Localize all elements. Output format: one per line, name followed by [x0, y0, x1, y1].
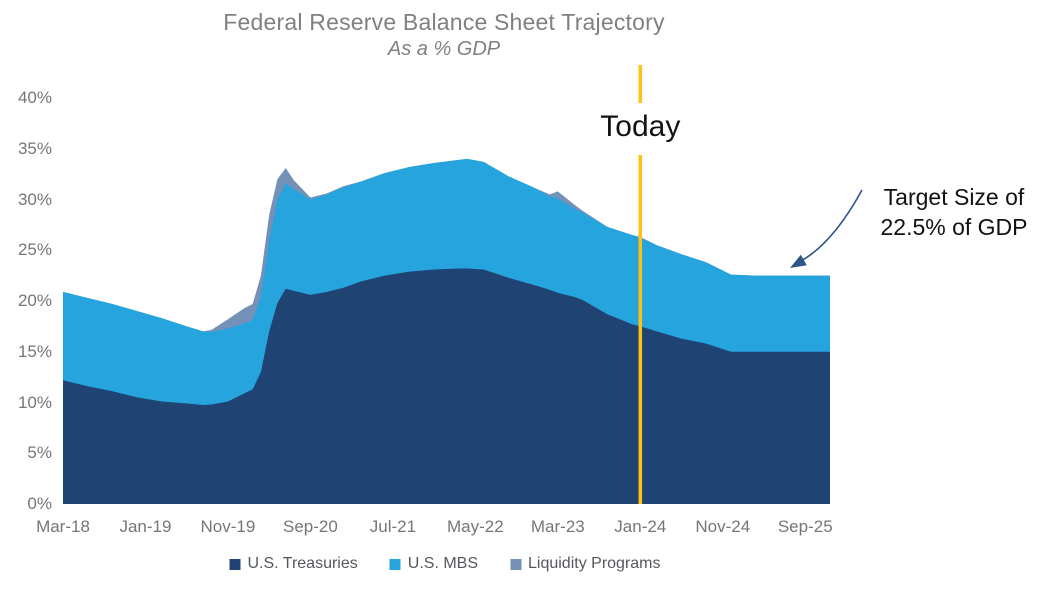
y-axis-label-30: 30% [17, 189, 52, 209]
target-arrow-head-icon [790, 254, 807, 268]
chart-title: Federal Reserve Balance Sheet Trajectory [223, 9, 665, 35]
legend-item-liquidity: Liquidity Programs [510, 555, 661, 573]
target-annotation-line1: Target Size of [883, 184, 1025, 210]
x-axis-label-Nov-24: Nov-24 [695, 517, 751, 536]
legend-item-mbs: U.S. MBS [389, 555, 478, 573]
legend-swatch-mbs-icon [389, 558, 401, 570]
today-label: Today [600, 110, 681, 143]
x-axis-label-Jan-24: Jan-24 [614, 517, 667, 536]
y-axis-label-25: 25% [17, 240, 52, 260]
x-axis-label-May-22: May-22 [447, 517, 504, 536]
legend-swatch-liquidity-icon [510, 558, 521, 570]
x-axis-label-Mar-23: Mar-23 [530, 517, 585, 536]
legend-label-mbs: U.S. MBS [407, 555, 478, 572]
area-us-treasuries [63, 268, 830, 504]
target-arrow-line [800, 189, 863, 262]
legend-label-treasuries: U.S. Treasuries [247, 555, 358, 572]
x-axis-label-Nov-19: Nov-19 [200, 517, 256, 536]
legend-item-treasuries: U.S. Treasuries [229, 555, 358, 573]
y-axis-label-0: 0% [27, 494, 52, 513]
y-axis-label-35: 35% [17, 138, 52, 158]
target-annotation-line2: 22.5% of GDP [880, 214, 1028, 240]
target-annotation: Target Size of 22.5% of GDP [880, 182, 1027, 242]
y-axis-label-20: 20% [17, 291, 52, 310]
legend: U.S. Treasuries U.S. MBS Liquidity Progr… [229, 555, 661, 573]
x-axis-label-Jan-19: Jan-19 [119, 517, 172, 536]
x-axis-label-Sep-20: Sep-20 [282, 517, 338, 536]
y-axis-label-5: 5% [27, 443, 52, 463]
legend-swatch-treasuries-icon [229, 558, 241, 570]
chart-subtitle: As a % GDP [387, 38, 501, 60]
x-axis-label-Mar-18: Mar-18 [36, 517, 90, 536]
y-axis-label-10: 10% [17, 392, 52, 412]
legend-label-liquidity: Liquidity Programs [528, 555, 661, 572]
y-axis-label-15: 15% [17, 341, 52, 361]
y-axis-label-40: 40% [17, 88, 52, 107]
x-axis-label-Sep-25: Sep-25 [777, 517, 833, 536]
x-axis-label-Jul-21: Jul-21 [369, 517, 417, 536]
